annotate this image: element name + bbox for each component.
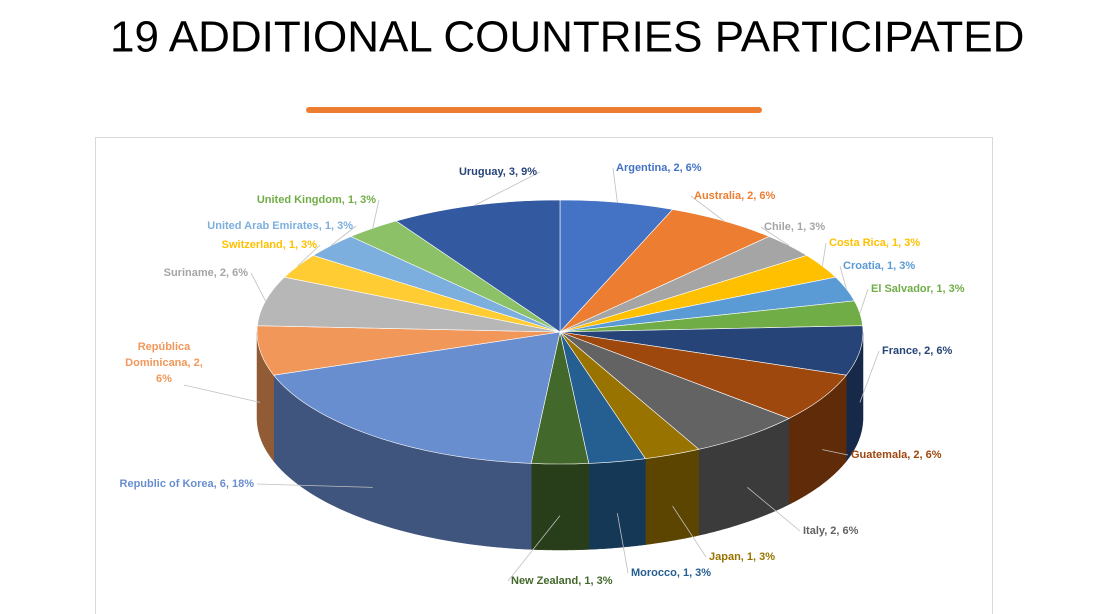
data-label: United Kingdom, 1, 3% bbox=[257, 194, 376, 206]
slice bbox=[273, 331, 561, 464]
leader-line bbox=[183, 384, 261, 403]
leader-line bbox=[297, 244, 321, 267]
leader-line bbox=[690, 195, 725, 222]
leader-line bbox=[474, 171, 541, 206]
title-underline bbox=[306, 107, 762, 113]
leader-line bbox=[616, 513, 629, 574]
leader-line bbox=[250, 272, 266, 302]
leader-line bbox=[507, 515, 561, 582]
data-label: Costa Rica, 1, 3% bbox=[829, 237, 920, 249]
data-label: República Dominicana, 2, 6% bbox=[125, 341, 203, 385]
leader-line bbox=[859, 288, 869, 314]
slide-title: 19 ADDITIONAL COUNTRIES PARTICIPATED bbox=[110, 13, 1024, 62]
leader-line bbox=[760, 226, 790, 246]
leader-line bbox=[822, 449, 849, 456]
leader-line bbox=[839, 265, 847, 289]
slice-side bbox=[645, 448, 700, 545]
slice-side bbox=[588, 458, 646, 550]
label-line: República bbox=[138, 341, 191, 353]
leader-line bbox=[372, 199, 380, 229]
data-label: Croatia, 1, 3% bbox=[843, 260, 915, 272]
data-label: Japan, 1, 3% bbox=[709, 551, 775, 563]
leader-line bbox=[672, 505, 707, 558]
data-label: New Zealand, 1, 3% bbox=[511, 575, 613, 587]
data-label: Australia, 2, 6% bbox=[694, 190, 776, 202]
leader-line bbox=[612, 167, 618, 203]
data-label: United Arab Emirates, 1, 3% bbox=[207, 220, 353, 232]
slice bbox=[395, 199, 561, 333]
data-label: Switzerland, 1, 3% bbox=[222, 239, 318, 251]
label-line: 6% bbox=[156, 373, 172, 385]
data-label: El Salvador, 1, 3% bbox=[871, 283, 965, 295]
data-label: France, 2, 6% bbox=[882, 345, 953, 357]
leader-line bbox=[256, 483, 373, 488]
leader-line bbox=[330, 225, 357, 246]
data-label: Uruguay, 3, 9% bbox=[459, 166, 537, 178]
plot-area: Argentina, 2, 6% Australia, 2, 6% Chile, 1… bbox=[120, 162, 965, 587]
label-line: Dominicana, 2, bbox=[125, 357, 203, 369]
leader-line bbox=[859, 350, 880, 403]
data-label: Chile, 1, 3% bbox=[764, 221, 825, 233]
data-label: Republic of Korea, 6, 18% bbox=[120, 478, 255, 490]
data-label: Guatemala, 2, 6% bbox=[851, 449, 942, 461]
data-label: Argentina, 2, 6% bbox=[616, 162, 702, 174]
leader-line bbox=[822, 242, 827, 267]
slice-side bbox=[530, 463, 590, 551]
data-label: Suriname, 2, 6% bbox=[164, 267, 249, 279]
data-label: Italy, 2, 6% bbox=[803, 525, 859, 537]
leader-line bbox=[747, 487, 801, 532]
data-label: Morocco, 1, 3% bbox=[631, 567, 711, 579]
